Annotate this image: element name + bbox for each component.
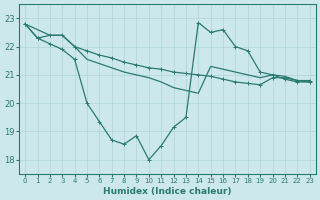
X-axis label: Humidex (Indice chaleur): Humidex (Indice chaleur) <box>103 187 232 196</box>
